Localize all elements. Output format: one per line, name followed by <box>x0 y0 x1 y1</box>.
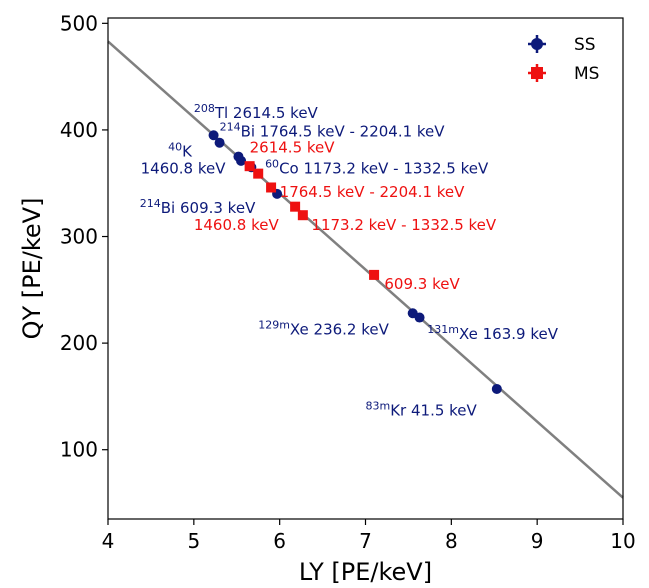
y-tick-label: 100 <box>60 438 98 462</box>
x-axis-label: LY [PE/keV] <box>299 558 432 586</box>
y-axis-label: QY [PE/keV] <box>18 198 46 340</box>
point-annotation: 40K <box>168 141 193 161</box>
legend-label: MS <box>574 64 599 84</box>
y-tick-label: 200 <box>60 331 98 355</box>
point-annotation: 83mKr 41.5 keV <box>366 400 478 420</box>
legend: SS MS <box>528 35 599 84</box>
point-annotation: 214Bi 1764.5 keV - 2204.1 keV <box>220 120 446 140</box>
point-annotation: 131mXe 163.9 keV <box>427 323 558 343</box>
x-tick-label: 8 <box>445 529 458 553</box>
point-annotation: 60Co 1173.2 keV - 1332.5 keV <box>265 158 489 178</box>
ms-point <box>244 161 255 172</box>
ss-point <box>236 155 247 166</box>
y-tick-label: 500 <box>60 11 98 35</box>
point-annotation: 609.3 keV <box>384 275 460 293</box>
x-tick-label: 7 <box>359 529 372 553</box>
ss-point <box>214 137 225 148</box>
y-tick-label: 400 <box>60 118 98 142</box>
legend-marker <box>531 38 543 50</box>
x-tick-label: 5 <box>187 529 200 553</box>
ms-point <box>297 210 308 221</box>
y-axis-ticks: 100 200 300 400 500 <box>60 11 108 462</box>
point-annotation: 1764.5 keV - 2204.1 keV <box>280 183 465 201</box>
x-tick-label: 10 <box>610 529 635 553</box>
point-annotation: 2614.5 keV <box>250 138 336 156</box>
data-points-layer <box>208 130 502 394</box>
fit-line-layer <box>107 40 624 499</box>
legend-label: SS <box>574 35 596 55</box>
ms-point <box>266 182 277 193</box>
point-annotation: 208Tl 2614.5 keV <box>194 102 319 122</box>
x-tick-label: 9 <box>531 529 544 553</box>
x-axis-ticks: 4 5 6 7 8 9 10 <box>102 519 636 553</box>
point-annotation: 129mXe 236.2 keV <box>258 319 389 339</box>
ms-point <box>290 201 301 212</box>
point-annotation: 214Bi 609.3 keV <box>140 197 256 217</box>
legend-marker <box>531 67 543 79</box>
point-annotation: 1460.8 keV <box>194 216 280 234</box>
ms-point <box>253 168 264 179</box>
point-annotation: 1173.2 keV - 1332.5 keV <box>311 216 496 234</box>
ss-point <box>491 383 502 394</box>
ms-point <box>369 269 380 280</box>
ss-point <box>414 312 425 323</box>
x-tick-label: 4 <box>102 529 115 553</box>
fit-line <box>107 40 624 499</box>
ss-point <box>208 130 219 141</box>
point-annotation: 1460.8 keV <box>141 160 227 178</box>
y-tick-label: 300 <box>60 225 98 249</box>
x-tick-label: 6 <box>273 529 286 553</box>
